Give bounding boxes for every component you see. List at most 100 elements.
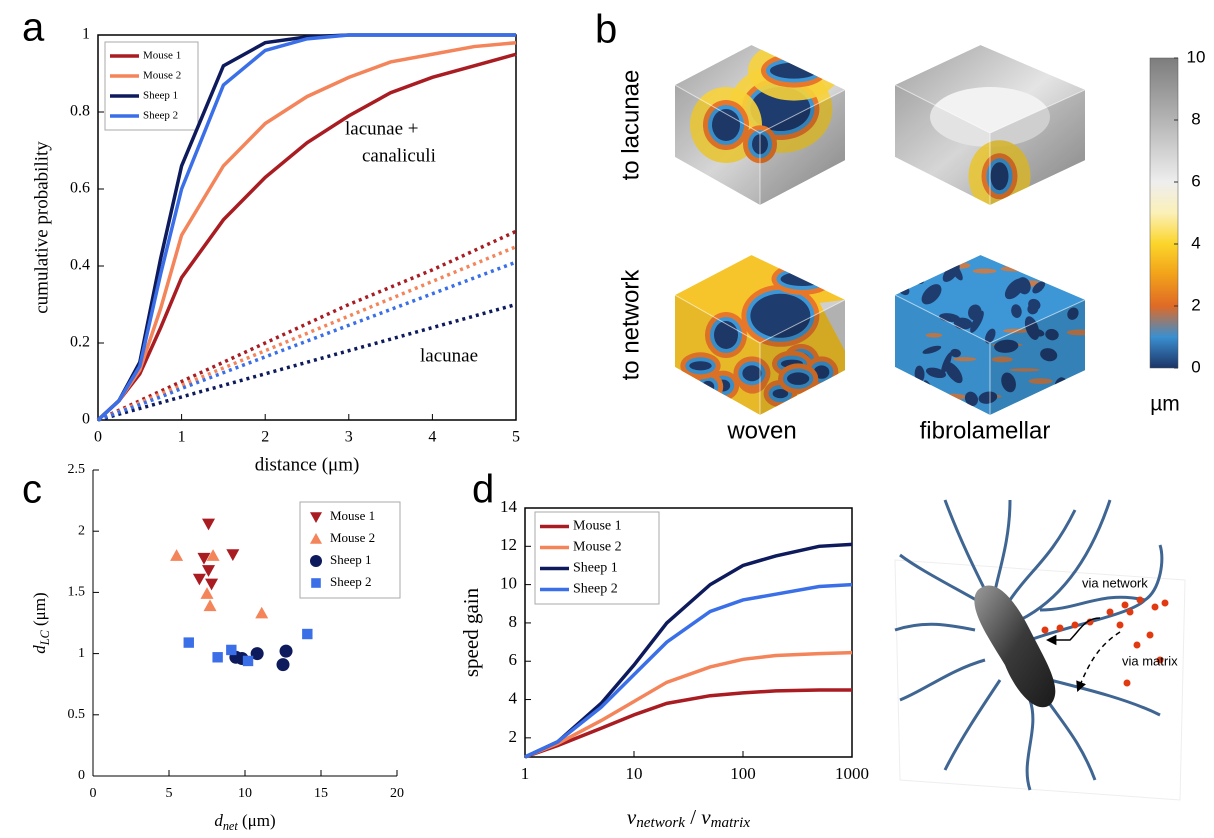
axis-label: distance (μm)	[255, 454, 360, 475]
annotation: via network	[1082, 575, 1148, 590]
y-tick-label: 0	[78, 768, 85, 783]
y-tick-label: 12	[500, 535, 517, 554]
label-part: (μm)	[238, 811, 276, 830]
point	[1107, 609, 1114, 616]
dotted-line	[98, 262, 516, 420]
bone-cube	[895, 45, 1085, 212]
x-tick-label: 0	[94, 429, 102, 446]
colorbar-tick-label: 6	[1191, 171, 1200, 190]
streak	[973, 269, 997, 274]
cell-blob	[889, 401, 905, 417]
annotation: via matrix	[1122, 653, 1178, 668]
marker	[255, 607, 268, 619]
x-tick-label: 10	[626, 764, 643, 783]
y-tick-label: 1	[82, 26, 90, 43]
panel-letter: a	[22, 6, 45, 50]
panel-letter: d	[472, 468, 494, 512]
legend-label: Sheep 2	[330, 574, 372, 589]
legend-marker	[310, 555, 322, 567]
arrow	[1078, 632, 1120, 690]
legend-label: Mouse 1	[330, 508, 375, 523]
point	[1127, 609, 1134, 616]
y-tick-label: 1.5	[68, 585, 86, 600]
cell-blob	[1031, 249, 1048, 264]
label-part: /	[685, 805, 701, 829]
point	[1137, 597, 1144, 604]
marker	[184, 637, 194, 647]
figure: via network via matrix a01234500.20.40.6…	[0, 0, 1214, 838]
line	[525, 653, 852, 757]
y-tick-label: 0.4	[70, 257, 90, 274]
y-tick-label: 8	[509, 612, 518, 631]
annotation: lacunae +	[345, 118, 418, 139]
y-tick-label: 14	[500, 497, 518, 516]
cell-blob	[904, 402, 920, 419]
canaliculus	[1020, 500, 1110, 620]
cell-blob	[935, 397, 950, 411]
marker	[226, 549, 239, 561]
x-tick-label: 20	[390, 786, 404, 801]
point	[1134, 642, 1141, 649]
marker	[204, 599, 217, 611]
x-tick-label: 1	[178, 429, 186, 446]
y-tick-label: 6	[509, 650, 518, 669]
label-part: (μm)	[30, 592, 49, 630]
cell-blob	[901, 261, 916, 282]
point	[1124, 680, 1131, 687]
marker	[280, 645, 293, 658]
annotation: canaliculi	[362, 145, 436, 166]
marker	[243, 656, 253, 666]
colorbar-tick-label: 0	[1191, 357, 1200, 376]
y-tick-label: 0.6	[70, 180, 90, 197]
axis-label: vnetwork / vmatrix	[627, 805, 750, 832]
x-tick-label: 10	[238, 786, 252, 801]
streak	[1001, 266, 1030, 271]
column-label: woven	[726, 417, 796, 444]
canaliculus	[1027, 700, 1033, 790]
label-subscript: network	[636, 815, 685, 831]
legend-label: Sheep 1	[573, 561, 618, 576]
colorbar-tick-label: 2	[1191, 295, 1200, 314]
canaliculus	[945, 680, 1000, 770]
canaliculus	[895, 624, 975, 630]
marker	[302, 629, 312, 639]
canaliculus	[1050, 680, 1160, 715]
x-tick-label: 5	[166, 786, 173, 801]
marker	[193, 574, 206, 586]
column-label: fibrolamellar	[920, 417, 1051, 444]
legend-marker	[311, 578, 321, 588]
y-tick-label: 0.8	[70, 103, 90, 120]
legend-label: Mouse 1	[143, 50, 181, 62]
canaliculus	[900, 660, 985, 700]
cell-blob	[1063, 279, 1076, 291]
streak	[998, 259, 1012, 263]
x-tick-label: 2	[261, 429, 269, 446]
network-diagram: via network via matrix	[895, 500, 1185, 800]
legend-label: Mouse 2	[330, 530, 375, 545]
legend-label: Mouse 1	[573, 519, 622, 534]
bone-cube	[889, 245, 1098, 424]
axis-label: dLC (μm)	[30, 592, 52, 653]
x-tick-label: 5	[512, 429, 520, 446]
point	[1072, 622, 1079, 629]
colorbar-tick-label: 10	[1187, 47, 1206, 66]
point	[1042, 627, 1049, 634]
y-tick-label: 2	[509, 727, 518, 746]
line	[525, 690, 852, 757]
point	[1162, 600, 1169, 607]
cell-blob	[934, 405, 950, 415]
colorbar-tick-label: 4	[1191, 233, 1200, 252]
marker	[212, 652, 222, 662]
colorbar-label: µm	[1150, 393, 1180, 416]
bone-cube	[675, 41, 845, 205]
x-tick-label: 0	[90, 786, 97, 801]
marker	[170, 549, 183, 561]
legend-label: Sheep 1	[330, 552, 372, 567]
cell-blob	[1028, 256, 1043, 264]
point	[1122, 602, 1129, 609]
panel-letter: c	[22, 468, 42, 512]
y-tick-label: 0.2	[70, 334, 90, 351]
point	[1147, 632, 1154, 639]
y-tick-label: 1	[78, 646, 85, 661]
streak	[949, 262, 970, 268]
